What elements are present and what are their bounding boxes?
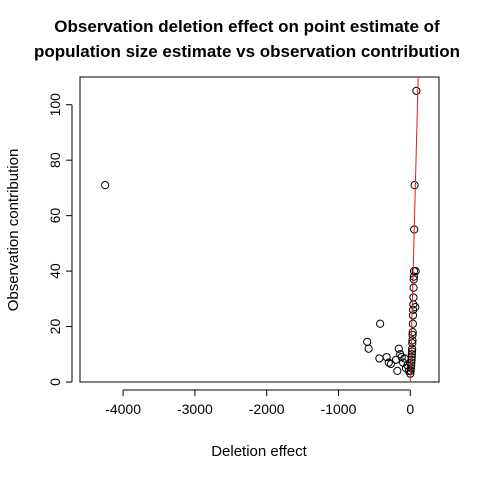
data-point bbox=[409, 293, 418, 302]
data-point bbox=[384, 358, 393, 367]
chart-title-line-2: population size estimate vs observation … bbox=[34, 42, 460, 61]
plot-frame bbox=[79, 76, 440, 383]
data-point bbox=[411, 266, 420, 276]
data-point bbox=[412, 86, 421, 95]
y-axis-label: Observation contribution bbox=[5, 149, 22, 312]
y-tick-label: 40 bbox=[47, 263, 63, 279]
data-point bbox=[386, 359, 395, 369]
data-point bbox=[376, 319, 385, 328]
data-point bbox=[408, 339, 417, 348]
data-point bbox=[408, 336, 417, 345]
data-point bbox=[407, 350, 416, 359]
data-point bbox=[407, 355, 416, 364]
y-tick-label: 20 bbox=[47, 319, 63, 335]
data-point bbox=[411, 303, 420, 312]
data-point bbox=[363, 337, 372, 346]
chart-title-line-1: Observation deletion effect on point est… bbox=[54, 17, 440, 36]
data-point bbox=[409, 272, 418, 281]
x-tick-label: -2000 bbox=[249, 401, 285, 417]
data-point bbox=[410, 181, 419, 190]
x-axis-label: Deletion effect bbox=[211, 443, 307, 460]
data-point bbox=[407, 347, 417, 356]
y-tick-label: 0 bbox=[47, 378, 63, 386]
data-point bbox=[375, 354, 384, 363]
data-point bbox=[409, 266, 419, 276]
data-point bbox=[407, 352, 416, 362]
data-point bbox=[364, 344, 373, 353]
x-tick-label: -3000 bbox=[177, 401, 213, 417]
data-point bbox=[408, 311, 418, 320]
data-point bbox=[393, 366, 402, 376]
data-point bbox=[409, 275, 418, 284]
x-tick-label: -4000 bbox=[105, 401, 141, 417]
data-point bbox=[408, 344, 417, 353]
data-point bbox=[409, 283, 418, 292]
x-tick-label: -1000 bbox=[321, 401, 357, 417]
data-point bbox=[382, 352, 391, 362]
data-point bbox=[408, 327, 417, 337]
data-point bbox=[409, 305, 418, 315]
y-tick-label: 100 bbox=[47, 93, 63, 117]
data-point bbox=[394, 344, 403, 353]
plot-area: -4000 -3000 -2000 -1000 0 0 20 40 60 80 100 bbox=[47, 76, 440, 417]
points-layer bbox=[101, 86, 421, 378]
y-tick-label: 80 bbox=[47, 152, 63, 168]
data-point bbox=[408, 330, 417, 339]
data-point bbox=[408, 319, 417, 328]
y-tick-label: 60 bbox=[47, 208, 63, 224]
reference-line bbox=[409, 77, 419, 382]
x-tick-label: 0 bbox=[406, 401, 414, 417]
data-point bbox=[101, 181, 110, 190]
